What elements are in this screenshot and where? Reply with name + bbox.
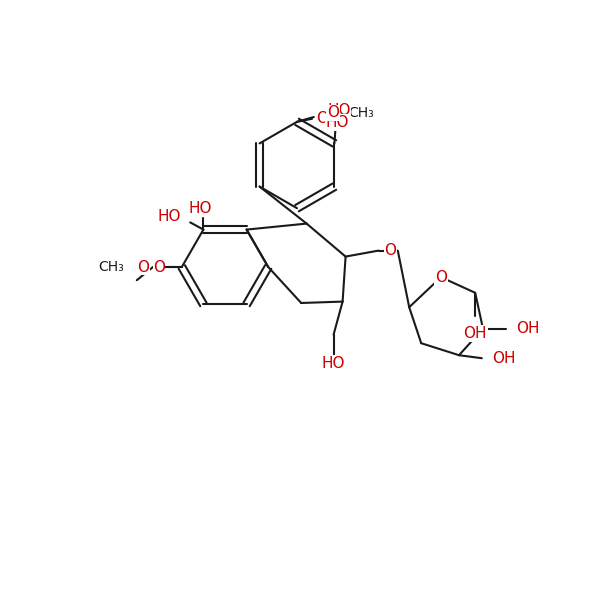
Text: O: O xyxy=(385,243,397,258)
Text: HO: HO xyxy=(322,356,346,371)
Text: OH: OH xyxy=(516,322,539,336)
Text: HO: HO xyxy=(326,115,349,130)
Text: HO: HO xyxy=(188,201,212,216)
Text: O: O xyxy=(137,259,149,275)
Text: O: O xyxy=(327,106,339,120)
Text: O: O xyxy=(435,269,447,284)
Text: O: O xyxy=(316,110,328,126)
Text: CH₃: CH₃ xyxy=(98,260,124,274)
Text: OH: OH xyxy=(492,350,515,365)
Text: HO: HO xyxy=(157,209,181,224)
Text: HO: HO xyxy=(328,103,351,118)
Text: O: O xyxy=(153,259,165,275)
Text: OH: OH xyxy=(463,326,487,341)
Text: CH₃: CH₃ xyxy=(348,106,374,120)
